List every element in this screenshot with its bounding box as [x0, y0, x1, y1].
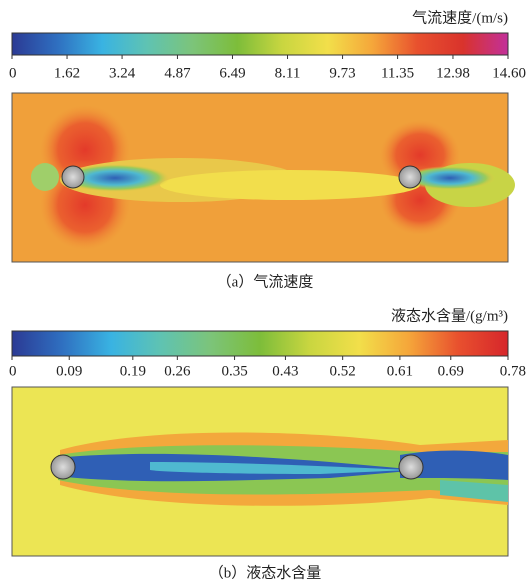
- colorbar-tick-label: 0: [9, 65, 17, 81]
- field-b-cylinders: [50, 454, 424, 480]
- colorbar-tick-label: 0.35: [221, 363, 247, 379]
- field-a-cylinders: [61, 165, 422, 189]
- caption: （a）气流速度: [217, 273, 314, 290]
- colorbar-title: 液态水含量/(g/m³): [391, 307, 508, 324]
- colorbar-tick-label: 0.69: [438, 363, 464, 379]
- field-a: [11, 92, 515, 263]
- colorbar-tick-label: 6.49: [219, 65, 245, 81]
- colorbar-tick-label: 0.78: [500, 363, 526, 379]
- colorbar-tick-label: 0.09: [56, 363, 82, 379]
- caption: （b）液态水含量: [209, 564, 322, 581]
- colorbar-tick-label: 14.60: [492, 65, 526, 81]
- colorbar: [11, 32, 509, 56]
- colorbar-tick-label: 0.43: [272, 363, 298, 379]
- colorbar-tick-label: 3.24: [109, 65, 136, 81]
- colorbar-tick-label: 0.52: [330, 363, 356, 379]
- colorbar-tick-label: 4.87: [164, 65, 191, 81]
- colorbar-tick-label: 8.11: [275, 65, 301, 81]
- colorbar: [11, 330, 509, 357]
- field-b: [11, 386, 509, 557]
- colorbar-tick-label: 0.61: [387, 363, 413, 379]
- colorbar-tick-label: 0.19: [120, 363, 146, 379]
- colorbar-tick-label: 0: [9, 363, 17, 379]
- colorbar-tick-label: 0.26: [164, 363, 191, 379]
- colorbar-tick-label: 9.73: [329, 65, 355, 81]
- colorbar-title: 气流速度/(m/s): [412, 9, 508, 26]
- colorbar-tick-label: 11.35: [381, 65, 414, 81]
- colorbar-tick-label: 1.62: [54, 65, 80, 81]
- colorbar-tick-label: 12.98: [436, 65, 470, 81]
